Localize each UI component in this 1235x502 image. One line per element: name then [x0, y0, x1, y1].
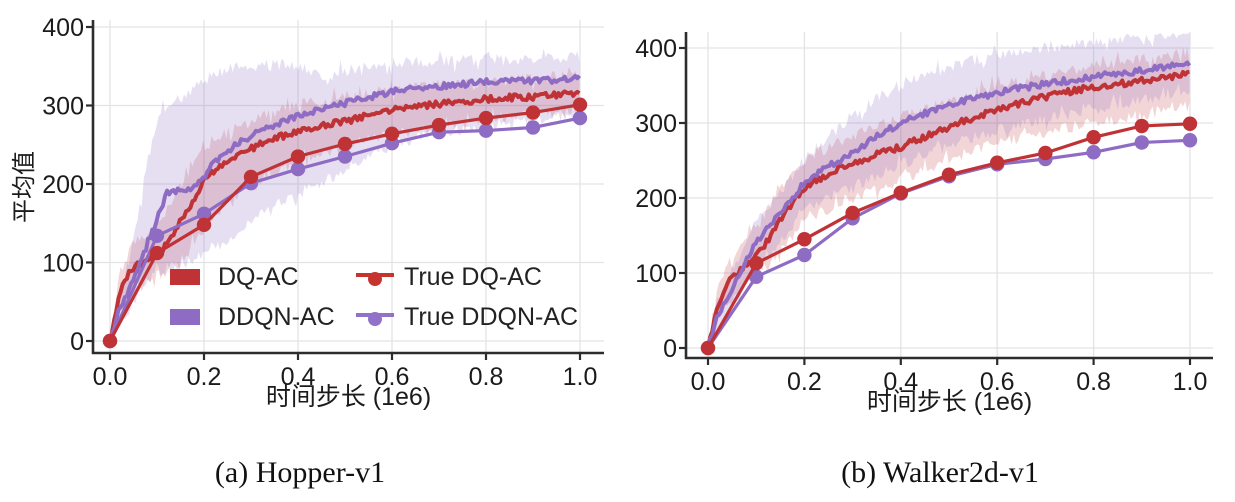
data-point-true-dq-ac — [700, 340, 716, 356]
data-point-true-ddqn-ac — [797, 247, 812, 263]
caption-hopper: (a) Hopper-v1 — [214, 456, 386, 489]
y-tick-label: 100 — [635, 260, 677, 288]
mean-line-dq-ac — [108, 89, 581, 344]
legend-label: DDQN-AC — [218, 302, 335, 331]
data-point-true-ddqn-ac — [1086, 145, 1101, 160]
data-point-true-ddqn-ac — [1134, 135, 1150, 150]
ddqn-ac-band-swatch — [170, 309, 200, 325]
x-axis-label: 时间步长 (1e6) — [266, 383, 431, 411]
data-point-true-ddqn-ac — [290, 161, 306, 177]
legend-label: True DQ-AC — [404, 262, 542, 291]
x-tick-label: 0.2 — [187, 363, 222, 391]
data-point-true-dq-ac — [941, 167, 957, 182]
y-tick-label: 200 — [635, 185, 677, 213]
data-point-true-ddqn-ac — [749, 269, 764, 284]
data-point-true-dq-ac — [1086, 130, 1101, 145]
data-point-true-dq-ac — [797, 232, 812, 247]
data-point-true-ddqn-ac — [196, 206, 212, 222]
caption-walker2d: (b) Walker2d-v1 — [841, 456, 1039, 489]
y-tick-label: 100 — [42, 250, 84, 278]
x-tick-label: 1.0 — [563, 363, 598, 391]
legend-entry-dq-ac: DQ-AC — [170, 263, 356, 291]
dual-line-chart: 0.0 0.2 0.4 0.6 0.8 1.0 0 100 200 300 400 时间步长 (1e6… — [11, 14, 1213, 416]
x-tick-label: 1.0 — [1173, 368, 1208, 396]
data-point-true-dq-ac — [478, 110, 494, 126]
data-point-true-dq-ac — [431, 117, 447, 133]
data-point-true-dq-ac — [1038, 145, 1053, 161]
legend-label: DQ-AC — [218, 262, 299, 291]
legend-entry-true-ddqn-ac: True DDQN-AC — [356, 303, 578, 331]
mean-line-dq-ac — [706, 69, 1190, 349]
mean-line-ddqn-ac — [108, 74, 582, 343]
marker-dot-icon — [368, 312, 382, 326]
data-point-true-ddqn-ac — [337, 149, 353, 164]
y-tick-label: 300 — [635, 110, 677, 138]
x-tick-label: 0.0 — [691, 368, 726, 396]
x-tick-label: 0.4 — [883, 368, 918, 396]
x-tick-label: 0.0 — [93, 363, 128, 391]
x-tick-label: 0.8 — [469, 363, 504, 391]
x-tick-label: 0.4 — [281, 363, 316, 391]
legend-entry-ddqn-ac: DDQN-AC — [170, 303, 356, 331]
data-point-true-dq-ac — [845, 205, 860, 221]
legend-entry-true-dq-ac: True DQ-AC — [356, 263, 578, 291]
data-point-true-dq-ac — [337, 136, 353, 152]
data-point-true-ddqn-ac — [478, 123, 494, 138]
y-tick-label: 400 — [635, 35, 677, 63]
data-point-true-dq-ac — [149, 245, 165, 261]
chart-legend: DQ-AC True DQ-AC DDQN-AC True DDQN-AC — [170, 263, 578, 331]
y-tick-label: 400 — [42, 14, 84, 42]
data-point-true-dq-ac — [525, 105, 541, 120]
y-tick-label: 0 — [663, 335, 677, 363]
x-tick-label: 0.6 — [375, 363, 410, 391]
data-point-true-ddqn-ac — [149, 228, 165, 244]
data-point-true-ddqn-ac — [1182, 133, 1198, 148]
data-point-true-dq-ac — [196, 217, 212, 233]
y-tick-label: 300 — [42, 93, 84, 121]
true-ddqn-ac-line-swatch — [356, 312, 394, 326]
confidence-band-dq-ac — [708, 46, 1190, 351]
data-point-true-dq-ac — [1182, 116, 1198, 131]
y-axis-label: 平均值 — [11, 151, 38, 223]
marker-dot-icon — [368, 272, 382, 286]
data-point-true-dq-ac — [102, 333, 118, 349]
y-tick-label: 0 — [70, 328, 84, 356]
x-tick-label: 0.6 — [980, 368, 1015, 396]
data-point-true-ddqn-ac — [525, 120, 541, 135]
data-point-true-dq-ac — [384, 126, 400, 141]
x-tick-label: 0.2 — [787, 368, 822, 396]
x-tick-label: 0.8 — [1076, 368, 1111, 396]
data-point-true-dq-ac — [893, 185, 908, 200]
confidence-band-dq-ac — [110, 67, 580, 345]
true-dq-ac-line-swatch — [356, 272, 394, 286]
data-point-true-dq-ac — [1134, 118, 1150, 134]
data-point-true-dq-ac — [749, 256, 764, 271]
data-point-true-ddqn-ac — [572, 110, 588, 126]
dq-ac-band-swatch — [170, 269, 200, 285]
data-point-true-dq-ac — [290, 149, 306, 164]
y-tick-label: 200 — [42, 171, 84, 199]
data-point-true-dq-ac — [243, 169, 259, 185]
data-point-true-dq-ac — [572, 97, 588, 112]
legend-label: True DDQN-AC — [404, 302, 579, 331]
data-point-true-dq-ac — [990, 155, 1005, 170]
confidence-band-ddqn-ac — [708, 33, 1190, 355]
mean-line-ddqn-ac — [706, 60, 1192, 352]
x-axis-label: 时间步长 (1e6) — [867, 388, 1032, 416]
